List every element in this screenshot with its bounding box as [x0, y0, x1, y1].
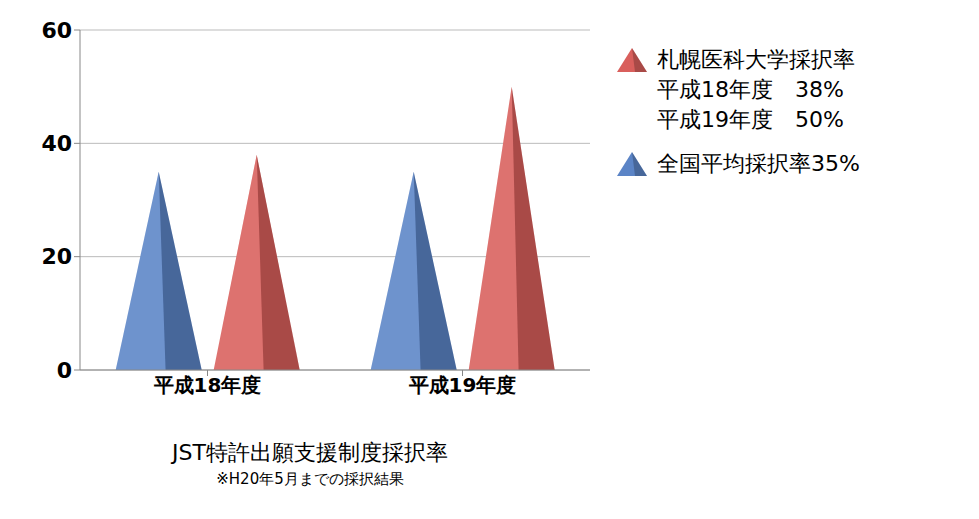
html-text:札幌医科大学採択率: 札幌医科大学採択率: [657, 47, 855, 72]
svg-text:20: 20: [41, 244, 72, 269]
html-text:平成19年度 50%: 平成19年度 50%: [657, 107, 844, 132]
html-text:JST特許出願支援制度採択率: JST特許出願支援制度採択率: [172, 440, 448, 465]
html-text:平成18年度 38%: 平成18年度 38%: [657, 77, 844, 102]
svg-text:60: 60: [41, 18, 72, 43]
html-text:※H20年5月までの採択結果: ※H20年5月までの採択結果: [216, 470, 404, 488]
svg-text:平成19年度: 平成19年度: [408, 373, 517, 397]
svg-text:40: 40: [41, 131, 72, 156]
html-text:全国平均採択率35%: 全国平均採択率35%: [657, 151, 860, 176]
svg-text:0: 0: [57, 358, 72, 383]
svg-text:平成18年度: 平成18年度: [153, 373, 262, 397]
